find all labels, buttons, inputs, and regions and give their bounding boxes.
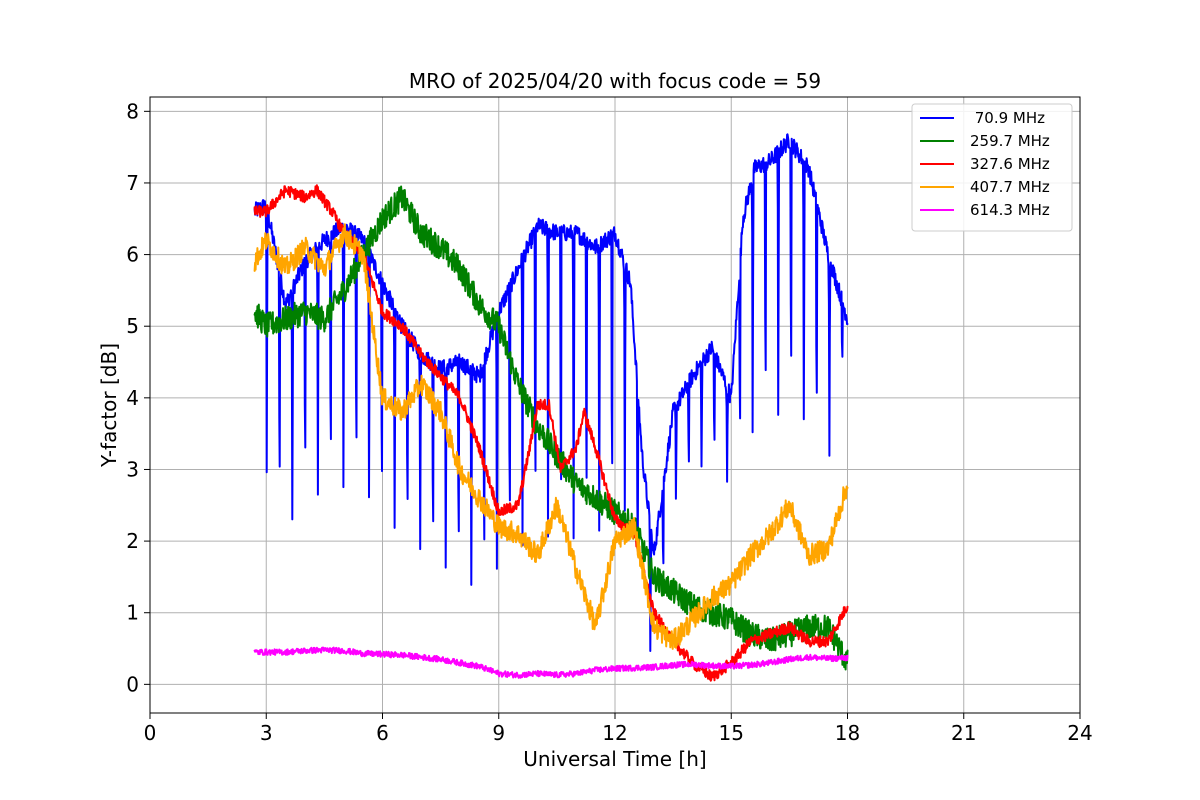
legend-label: 259.7 MHz	[970, 132, 1050, 150]
x-tick-label: 21	[951, 721, 976, 745]
x-tick-label: 18	[835, 721, 860, 745]
x-axis: 0 3 6 9 12 15 18 21 24	[144, 713, 1093, 745]
legend-label: 70.9 MHz	[970, 109, 1045, 127]
y-tick-label: 4	[126, 386, 139, 410]
y-tick-label: 2	[126, 529, 139, 553]
plot-area	[253, 133, 849, 682]
x-tick-label: 24	[1067, 721, 1092, 745]
x-tick-label: 0	[144, 721, 157, 745]
x-tick-label: 9	[492, 721, 505, 745]
x-tick-label: 15	[719, 721, 744, 745]
x-axis-title: Universal Time [h]	[523, 747, 706, 771]
y-tick-label: 8	[126, 99, 139, 123]
y-axis: 0 1 2 3 4 5 6 7 8	[126, 99, 150, 696]
legend: 70.9 MHz 259.7 MHz 327.6 MHz 407.7 MHz 614.3…	[911, 103, 1073, 232]
y-tick-label: 5	[126, 314, 139, 338]
x-tick-label: 3	[260, 721, 273, 745]
legend-label: 327.6 MHz	[970, 155, 1050, 173]
x-tick-label: 6	[376, 721, 389, 745]
y-tick-label: 0	[126, 672, 139, 696]
legend-box	[911, 103, 1073, 232]
y-tick-label: 6	[126, 243, 139, 267]
y-tick-label: 1	[126, 601, 139, 625]
y-tick-label: 7	[126, 171, 139, 195]
series-line-3	[253, 223, 849, 650]
legend-label: 407.7 MHz	[970, 178, 1050, 196]
legend-label: 614.3 MHz	[970, 201, 1050, 219]
chart-title: MRO of 2025/04/20 with focus code = 59	[409, 69, 821, 93]
y-tick-label: 3	[126, 457, 139, 481]
x-tick-label: 12	[602, 721, 627, 745]
y-axis-title: Y-factor [dB]	[97, 343, 121, 468]
series-line-4	[253, 646, 849, 679]
series-line-1	[253, 185, 849, 671]
series-layer	[253, 133, 849, 682]
